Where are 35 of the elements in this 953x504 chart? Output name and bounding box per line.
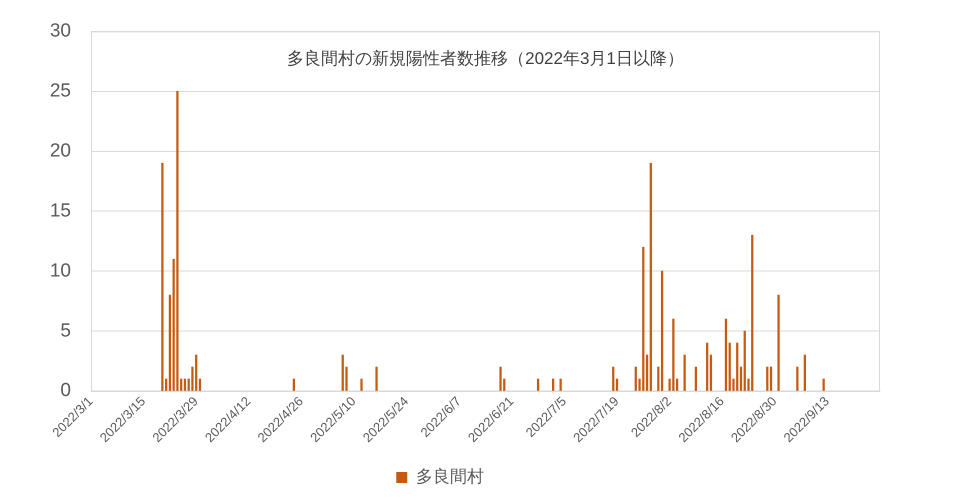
bar <box>375 366 378 391</box>
bar <box>499 366 502 391</box>
y-tick-label: 30 <box>50 20 71 42</box>
bar <box>342 354 344 391</box>
y-tick-label: 10 <box>50 260 71 282</box>
bar <box>770 366 772 391</box>
bar <box>822 378 825 391</box>
bar <box>684 354 686 391</box>
bar <box>552 378 554 391</box>
bar <box>642 246 644 391</box>
y-tick-label: 15 <box>50 200 71 222</box>
legend-label: 多良間村 <box>416 467 484 486</box>
y-tick-label: 20 <box>50 140 71 162</box>
bar <box>744 330 746 391</box>
bar <box>292 378 296 391</box>
y-tick-label: 25 <box>50 80 71 102</box>
bar <box>672 318 674 391</box>
bar <box>804 354 806 391</box>
bar <box>650 162 652 391</box>
bar <box>706 342 708 391</box>
bar <box>536 378 540 391</box>
bar <box>694 366 698 391</box>
bar <box>766 366 768 391</box>
bar <box>796 366 798 391</box>
bar <box>634 366 637 391</box>
y-tick-label: 5 <box>60 320 71 342</box>
bar <box>736 342 738 391</box>
bar <box>751 234 754 391</box>
bar <box>360 378 363 391</box>
bar <box>195 354 198 391</box>
bar <box>184 378 186 391</box>
y-tick-label: 0 <box>60 380 71 402</box>
bar <box>612 366 614 391</box>
text: 多良間村の新規陽性者数推移（2022年3月1日以降） <box>287 49 684 68</box>
bar <box>560 378 562 391</box>
